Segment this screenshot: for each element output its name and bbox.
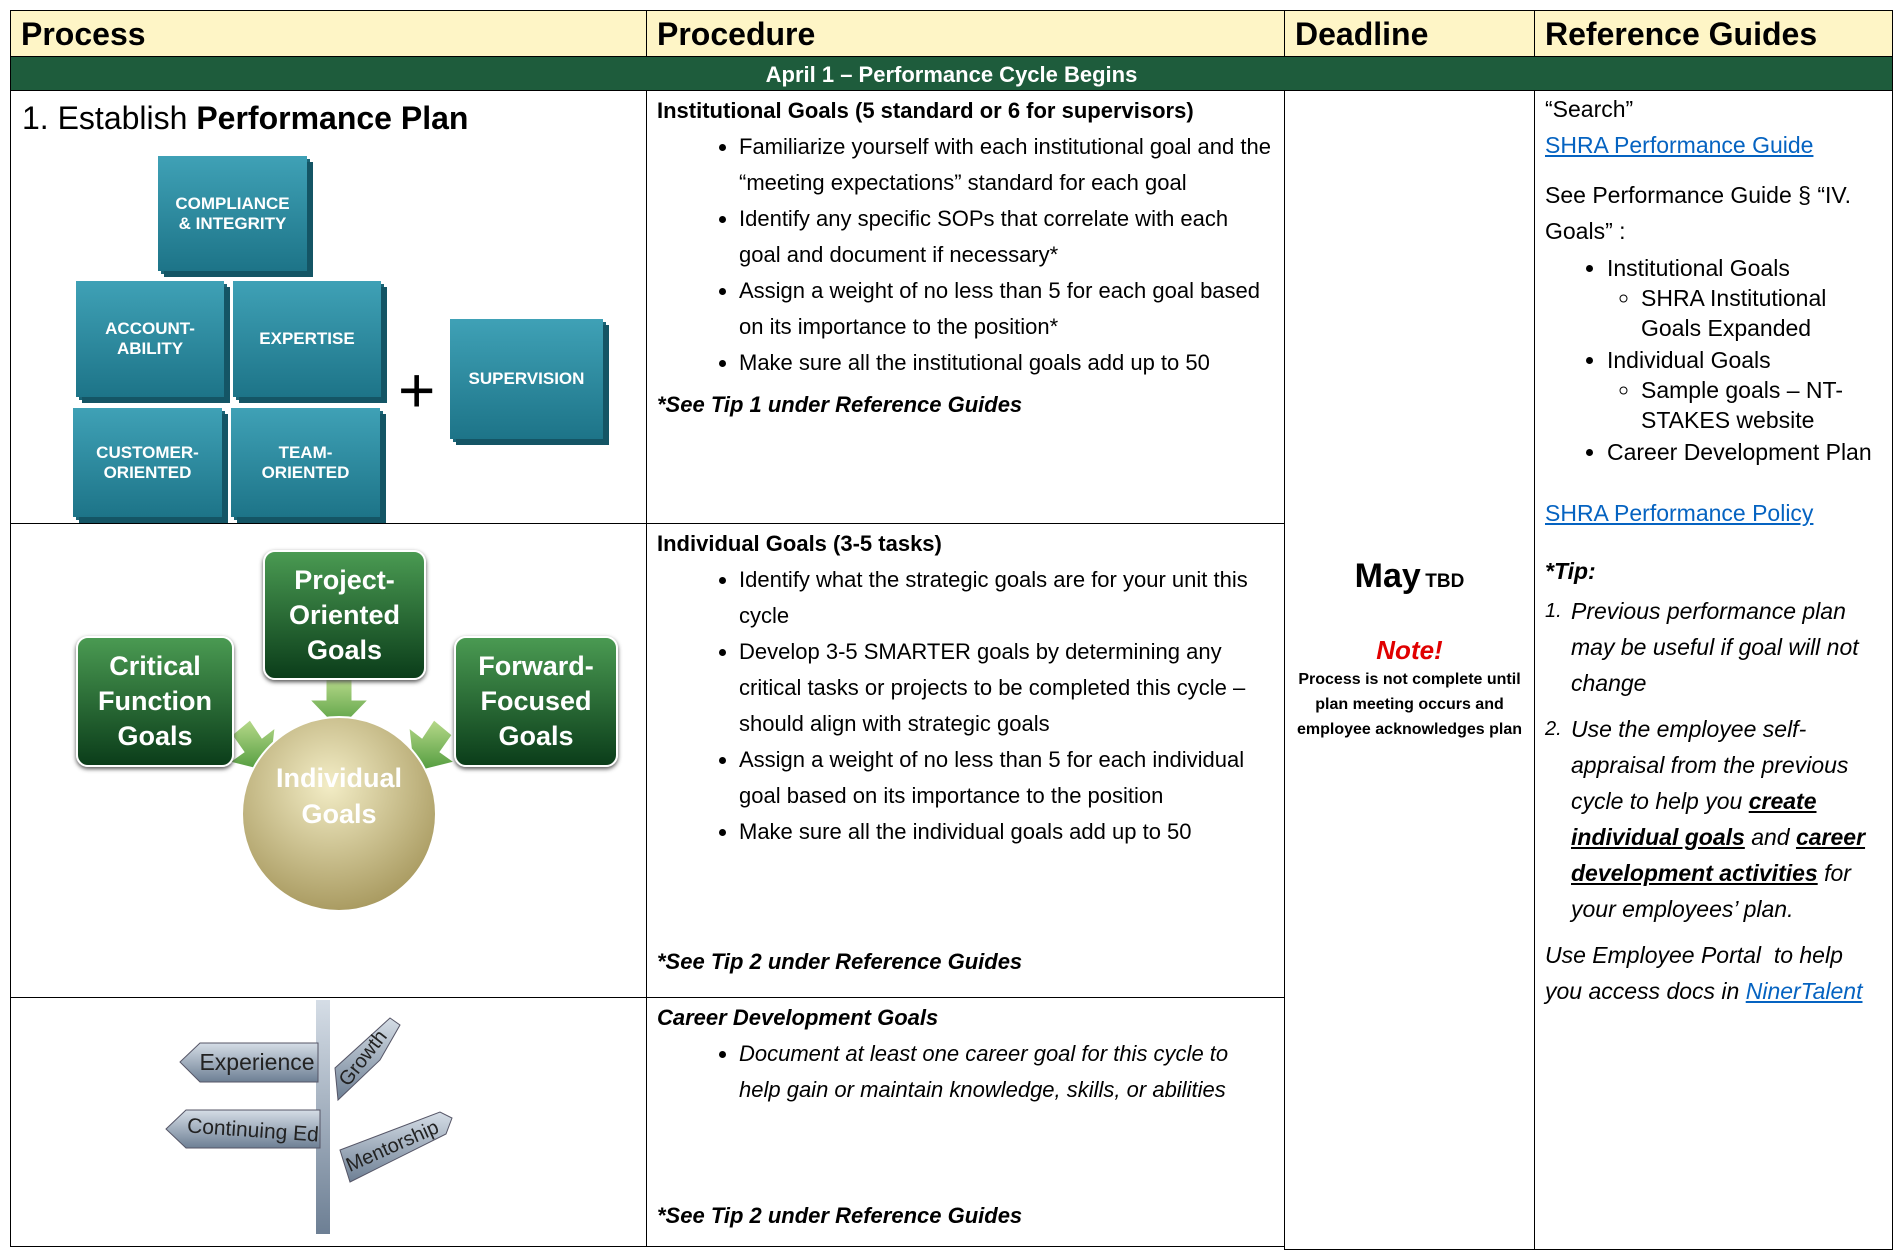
signpost-pole bbox=[316, 1000, 330, 1234]
procedure-cell: Institutional Goals (5 standard or 6 for… bbox=[646, 90, 1285, 524]
tip-reference: *See Tip 2 under Reference Guides bbox=[657, 949, 1023, 974]
deadline-detail: TBD bbox=[1425, 571, 1465, 592]
bullet-item: Identify what the strategic goals are fo… bbox=[739, 562, 1274, 634]
deadline: May TBD bbox=[1285, 557, 1534, 596]
goal-block: SUPERVISION bbox=[450, 319, 603, 439]
bullet-list: Document at least one career goal for th… bbox=[657, 1036, 1274, 1108]
tip-text: Use the employee self-appraisal from the… bbox=[1571, 711, 1882, 927]
see-text: See Performance Guide § “IV. Goals” : bbox=[1545, 182, 1851, 244]
goal-block: ACCOUNT- ABILITY bbox=[76, 281, 224, 397]
note-title: Note! bbox=[1376, 635, 1443, 665]
guide-item-text: Career Development Plan bbox=[1607, 439, 1872, 465]
note-text: Process is not complete until plan meeti… bbox=[1297, 671, 1522, 738]
step-prefix: 1. Establish bbox=[22, 100, 197, 136]
bullet-item: Assign a weight of no less than 5 for ea… bbox=[739, 742, 1274, 814]
bullet-item: Familiarize yourself with each instituti… bbox=[739, 129, 1274, 201]
section-heading: Career Development Goals bbox=[657, 1005, 939, 1030]
goal-box: Critical Function Goals bbox=[76, 636, 234, 767]
bullet-item: Assign a weight of no less than 5 for ea… bbox=[739, 273, 1274, 345]
tip-line: 1. Previous performance plan may be usefu… bbox=[1545, 593, 1882, 701]
sign bbox=[334, 1017, 401, 1102]
link[interactable]: SHRA Performance Guide bbox=[1545, 132, 1814, 158]
guide-item: Individual GoalsSample goals – NT-STAKES… bbox=[1607, 345, 1882, 435]
bullet-list: Familiarize yourself with each instituti… bbox=[657, 129, 1274, 381]
deadline-cell: May TBD Note! Process is not complete un… bbox=[1284, 90, 1535, 1250]
reference-cell: “Search” SHRA Performance Guide See Perfor… bbox=[1534, 90, 1893, 1250]
tip-run: for your employees’ plan. bbox=[1571, 860, 1851, 922]
deadline-month: May bbox=[1354, 557, 1421, 595]
spacer bbox=[1545, 469, 1882, 495]
tip-reference: *See Tip 1 under Reference Guides bbox=[657, 392, 1023, 417]
sub-item: SHRA Institutional Goals Expanded bbox=[1641, 283, 1882, 343]
sign-label: Growth bbox=[335, 1026, 392, 1090]
sign-label: Experience bbox=[199, 1049, 314, 1075]
tip-run: and bbox=[1744, 824, 1796, 850]
goal-block: EXPERTISE bbox=[233, 281, 381, 397]
sub-list: Sample goals – NT-STAKES website bbox=[1607, 375, 1882, 435]
tips: *Tip: 1. Previous performance plan may be … bbox=[1545, 553, 1882, 1009]
tip-reference: *See Tip 2 under Reference Guides bbox=[657, 1203, 1023, 1228]
sign bbox=[179, 1042, 319, 1083]
tip-number: 1. bbox=[1545, 600, 1562, 622]
step-title: 1. Establish Performance Plan bbox=[22, 98, 468, 138]
center-circle bbox=[241, 716, 437, 912]
diagram-graphics: Experience Growth Continuing Ed Mentorsh… bbox=[165, 677, 456, 1234]
goal-block: TEAM- ORIENTED bbox=[231, 408, 380, 517]
search-text: “Search” bbox=[1545, 96, 1634, 122]
tip-run: Previous performance plan may be useful … bbox=[1571, 598, 1859, 696]
link[interactable]: NinerTalent bbox=[1745, 978, 1863, 1004]
goal-box: Forward- Focused Goals bbox=[454, 636, 618, 767]
step-name: Performance Plan bbox=[196, 100, 469, 136]
sign bbox=[339, 1111, 453, 1183]
procedure-cell: Career Development Goals Document at leas… bbox=[646, 997, 1285, 1247]
arrow bbox=[308, 677, 370, 731]
tip-run: career development activities bbox=[1571, 824, 1866, 886]
header-cell: Reference Guides bbox=[1534, 10, 1893, 57]
tip-run: Use the employee self-appraisal from the… bbox=[1571, 716, 1849, 814]
section-heading: Institutional Goals (5 standard or 6 for… bbox=[657, 98, 1194, 123]
bullet-item: Identify any specific SOPs that correlat… bbox=[739, 201, 1274, 273]
center-label: Individual Goals bbox=[275, 763, 402, 829]
link[interactable]: SHRA Performance Policy bbox=[1545, 500, 1814, 526]
portal-text: Use Employee Portal to help you access d… bbox=[1545, 937, 1882, 1009]
goal-box: Project- Oriented Goals bbox=[263, 550, 426, 680]
bullet-item: Make sure all the institutional goals ad… bbox=[739, 345, 1274, 381]
guide-list: Institutional GoalsSHRA Institutional Go… bbox=[1545, 253, 1882, 467]
portal-run: Use Employee Portal to help you access d… bbox=[1545, 942, 1850, 1004]
bullet-list: Identify what the strategic goals are fo… bbox=[657, 562, 1274, 850]
sub-item: Sample goals – NT-STAKES website bbox=[1641, 375, 1882, 435]
bullet-item: Document at least one career goal for th… bbox=[739, 1036, 1274, 1108]
bullet-item: Develop 3-5 SMARTER goals by determining… bbox=[739, 634, 1274, 742]
header-cell: Deadline bbox=[1284, 10, 1535, 57]
sign bbox=[165, 1109, 321, 1149]
header-cell: Process bbox=[10, 10, 647, 57]
header-cell: Procedure bbox=[646, 10, 1285, 57]
guide-item-text: Institutional Goals bbox=[1607, 255, 1790, 281]
spacer bbox=[1545, 531, 1882, 553]
procedure-cell: Individual Goals (3-5 tasks) Identify wha… bbox=[646, 523, 1285, 998]
guide-item-text: Individual Goals bbox=[1607, 347, 1771, 373]
spacer bbox=[1545, 163, 1882, 177]
section-heading: Individual Goals (3-5 tasks) bbox=[657, 531, 942, 556]
tip-text: Previous performance plan may be useful … bbox=[1571, 593, 1882, 701]
tip-run: create individual goals bbox=[1571, 788, 1817, 850]
tip-line: 2. Use the employee self-appraisal from t… bbox=[1545, 711, 1882, 927]
tip-number: 2. bbox=[1545, 718, 1562, 740]
bullet-item: Make sure all the individual goals add u… bbox=[739, 814, 1274, 850]
sub-list: SHRA Institutional Goals Expanded bbox=[1607, 283, 1882, 343]
plus-sign: + bbox=[398, 354, 436, 426]
tip-heading: *Tip: bbox=[1545, 558, 1596, 584]
goal-block: COMPLIANCE & INTEGRITY bbox=[158, 156, 307, 271]
goal-block: CUSTOMER- ORIENTED bbox=[73, 408, 222, 517]
guide-item: Career Development Plan bbox=[1607, 437, 1882, 467]
guide-item: Institutional GoalsSHRA Institutional Go… bbox=[1607, 253, 1882, 343]
